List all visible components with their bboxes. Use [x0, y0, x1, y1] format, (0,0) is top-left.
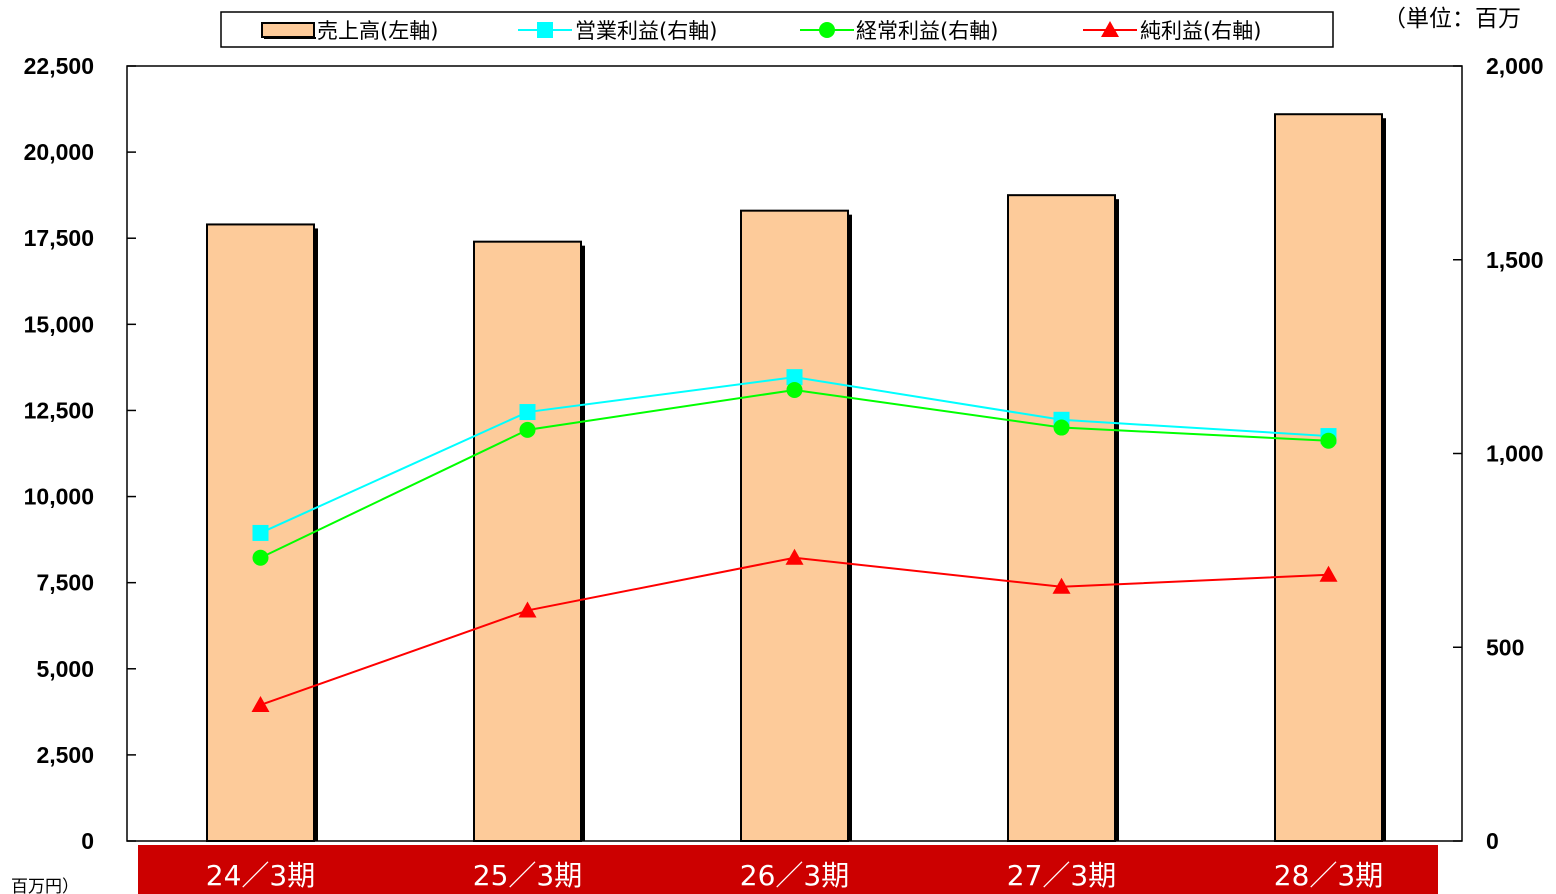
data-point — [786, 369, 803, 386]
legend-box — [220, 11, 1334, 48]
legend-swatch-bar — [261, 22, 315, 38]
data-point — [1319, 565, 1338, 582]
data-point — [1052, 577, 1071, 594]
legend: 売上高(左軸) 営業利益(右軸) 経常利益(右軸) 純利益(右軸) — [220, 11, 1334, 48]
bar-2 — [473, 240, 582, 842]
left-axis: 0 2,500 5,000 7,500 10,000 12,500 15,000 17,500… — [24, 53, 136, 854]
legend-label: 売上高(左軸) — [317, 19, 438, 43]
category-label: 27／3期 — [1007, 859, 1116, 892]
data-point — [252, 549, 269, 566]
legend-label: 営業利益(右軸) — [575, 19, 717, 43]
data-point — [252, 524, 269, 541]
legend-swatch-marker — [1101, 21, 1119, 37]
bar-3 — [740, 209, 849, 842]
category-labels: 24／3期 25／3期 26／3期 27／3期 28／3期 — [206, 859, 1383, 892]
right-tick-label: 2,000 — [1486, 53, 1544, 79]
lines-layer — [251, 369, 1338, 712]
left-tick-label: 0 — [81, 828, 94, 854]
legend-swatch-marker — [537, 22, 553, 38]
left-tick-label: 15,000 — [24, 311, 94, 337]
right-tick-label: 1,500 — [1486, 247, 1544, 273]
legend-swatch-marker — [819, 22, 835, 38]
right-axis: 0 500 1,000 1,500 2,000 — [1453, 53, 1544, 854]
right-tick-label: 500 — [1486, 634, 1524, 660]
left-tick-label: 17,500 — [24, 225, 94, 251]
left-tick-label: 7,500 — [36, 570, 94, 596]
left-tick-label: 20,000 — [24, 139, 94, 165]
left-tick-label: 12,500 — [24, 397, 94, 423]
data-point — [786, 381, 803, 398]
data-point — [518, 601, 537, 618]
legend-label: 純利益(右軸) — [1140, 19, 1261, 43]
bar-5 — [1274, 113, 1383, 842]
data-point — [519, 421, 536, 438]
data-point — [1320, 432, 1337, 449]
data-point — [785, 548, 804, 565]
left-tick-label: 5,000 — [36, 656, 94, 682]
legend-label: 経常利益(右軸) — [856, 19, 998, 43]
unit-label-bottom: ：百万円） — [0, 877, 79, 894]
right-tick-label: 0 — [1486, 828, 1499, 854]
line-series-2 — [252, 381, 1337, 566]
left-tick-label: 10,000 — [24, 484, 94, 510]
unit-label-top: （単位：百万 — [1383, 6, 1521, 32]
bar-4 — [1007, 194, 1116, 842]
left-tick-label: 22,500 — [24, 53, 94, 79]
data-point — [1053, 419, 1070, 436]
category-label: 28／3期 — [1274, 859, 1383, 892]
category-label: 24／3期 — [206, 859, 315, 892]
right-tick-label: 1,000 — [1486, 441, 1544, 467]
category-label: 25／3期 — [473, 859, 582, 892]
category-band — [138, 845, 1438, 894]
legend-swatch-shadow — [264, 37, 316, 39]
left-tick-label: 2,500 — [36, 742, 94, 768]
category-label: 26／3期 — [740, 859, 849, 892]
data-point — [519, 404, 536, 421]
line-series-3 — [251, 548, 1338, 712]
data-point — [251, 695, 270, 712]
bars-layer — [206, 113, 1386, 842]
